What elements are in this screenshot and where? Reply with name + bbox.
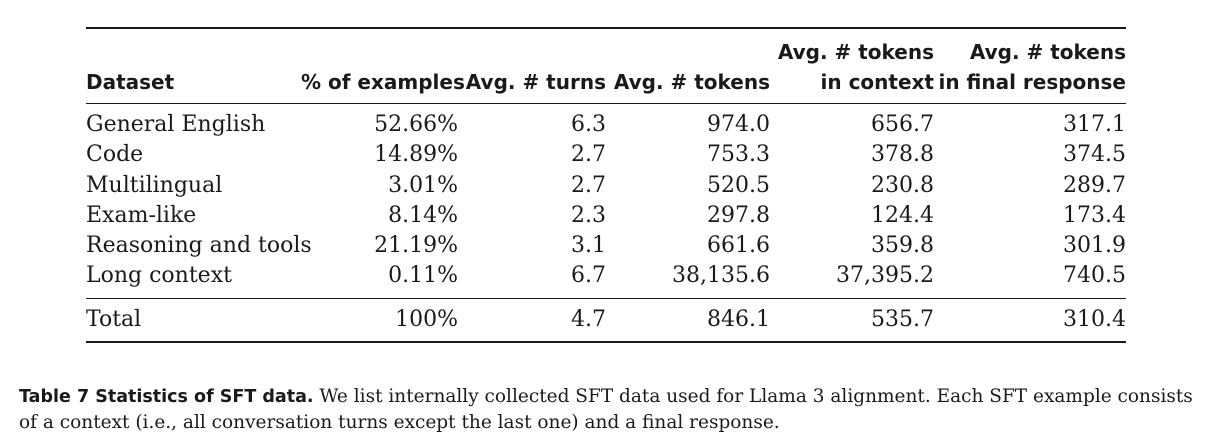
table-row: Long context 0.11% 6.7 38,135.6 37,395.2… <box>86 261 1126 298</box>
caption-label: Table 7 Statistics of SFT data. <box>19 387 314 407</box>
cell-percent: 8.14% <box>388 202 458 228</box>
total-tokens: 846.1 <box>606 297 770 344</box>
cell-tokens: 661.6 <box>707 233 770 259</box>
cell-percent: 14.89% <box>374 142 458 168</box>
table-total: Total 100% 4.7 846.1 535.7 310.4 <box>86 297 1126 344</box>
cell-tokens-context: 656.7 <box>871 112 934 137</box>
cell-tokens: 297.8 <box>707 202 770 228</box>
cell-turns: 2.7 <box>571 172 606 198</box>
cell-tokens: 753.3 <box>707 142 770 168</box>
cell-tokens-final: 173.4 <box>1063 202 1126 228</box>
table-header: Dataset % of examples Avg. # turns Avg. … <box>86 27 1126 104</box>
cell-dataset: Multilingual <box>86 172 223 198</box>
table-row: Reasoning and tools 21.19% 3.1 661.6 359… <box>86 231 1126 261</box>
header-row: Dataset % of examples Avg. # turns Avg. … <box>86 27 1126 104</box>
total-label: Total <box>86 297 301 344</box>
header-percent-examples: % of examples <box>301 27 465 104</box>
total-row: Total 100% 4.7 846.1 535.7 310.4 <box>86 297 1126 344</box>
cell-turns: 6.3 <box>571 112 606 137</box>
cell-dataset: General English <box>86 112 266 137</box>
cell-percent: 21.19% <box>374 233 458 259</box>
total-tokens-context: 535.7 <box>770 297 934 344</box>
table-row: General English 52.66% 6.3 974.0 656.7 3… <box>86 104 1126 141</box>
total-percent: 100% <box>301 297 458 344</box>
cell-tokens-context: 359.8 <box>871 233 934 259</box>
cell-dataset: Reasoning and tools <box>86 233 312 259</box>
cell-turns: 2.3 <box>571 202 606 228</box>
cell-tokens: 38,135.6 <box>672 263 770 289</box>
cell-tokens-context: 124.4 <box>871 202 934 228</box>
cell-tokens-final: 374.5 <box>1063 142 1126 168</box>
cell-tokens-final: 301.9 <box>1063 233 1126 259</box>
table-row: Multilingual 3.01% 2.7 520.5 230.8 289.7 <box>86 171 1126 201</box>
sft-statistics-table-container: Dataset % of examples Avg. # turns Avg. … <box>86 27 1126 344</box>
cell-tokens-final: 740.5 <box>1063 263 1126 289</box>
total-turns: 4.7 <box>458 297 606 344</box>
cell-dataset: Code <box>86 142 144 168</box>
header-avg-turns: Avg. # turns <box>458 27 606 104</box>
header-dataset: Dataset <box>86 27 301 104</box>
table-body: General English 52.66% 6.3 974.0 656.7 3… <box>86 104 1126 299</box>
header-avg-tokens-context: Avg. # tokens in context <box>770 27 934 104</box>
cell-turns: 3.1 <box>571 233 606 259</box>
table-caption: Table 7 Statistics of SFT data. We list … <box>19 384 1204 436</box>
header-avg-tokens: Avg. # tokens <box>606 27 770 104</box>
header-avg-tokens-final-response: Avg. # tokens in final response <box>934 27 1126 104</box>
cell-tokens-context: 378.8 <box>871 142 934 168</box>
total-tokens-final: 310.4 <box>934 297 1126 344</box>
table-row: Code 14.89% 2.7 753.3 378.8 374.5 <box>86 140 1126 170</box>
table-row: Exam-like 8.14% 2.3 297.8 124.4 173.4 <box>86 201 1126 231</box>
cell-dataset: Long context <box>86 263 232 289</box>
cell-tokens: 520.5 <box>707 172 770 198</box>
sft-statistics-table: Dataset % of examples Avg. # turns Avg. … <box>86 27 1126 344</box>
cell-tokens-context: 37,395.2 <box>836 263 934 289</box>
cell-dataset: Exam-like <box>86 202 197 228</box>
cell-tokens-final: 289.7 <box>1063 172 1126 198</box>
cell-tokens-final: 317.1 <box>1063 112 1126 137</box>
cell-percent: 0.11% <box>388 263 458 289</box>
cell-turns: 2.7 <box>571 142 606 168</box>
cell-percent: 52.66% <box>374 112 458 137</box>
caption-text: We list internally collected SFT data us… <box>19 386 1193 433</box>
cell-tokens: 974.0 <box>707 112 770 137</box>
cell-turns: 6.7 <box>571 263 606 289</box>
cell-percent: 3.01% <box>388 172 458 198</box>
cell-tokens-context: 230.8 <box>871 172 934 198</box>
